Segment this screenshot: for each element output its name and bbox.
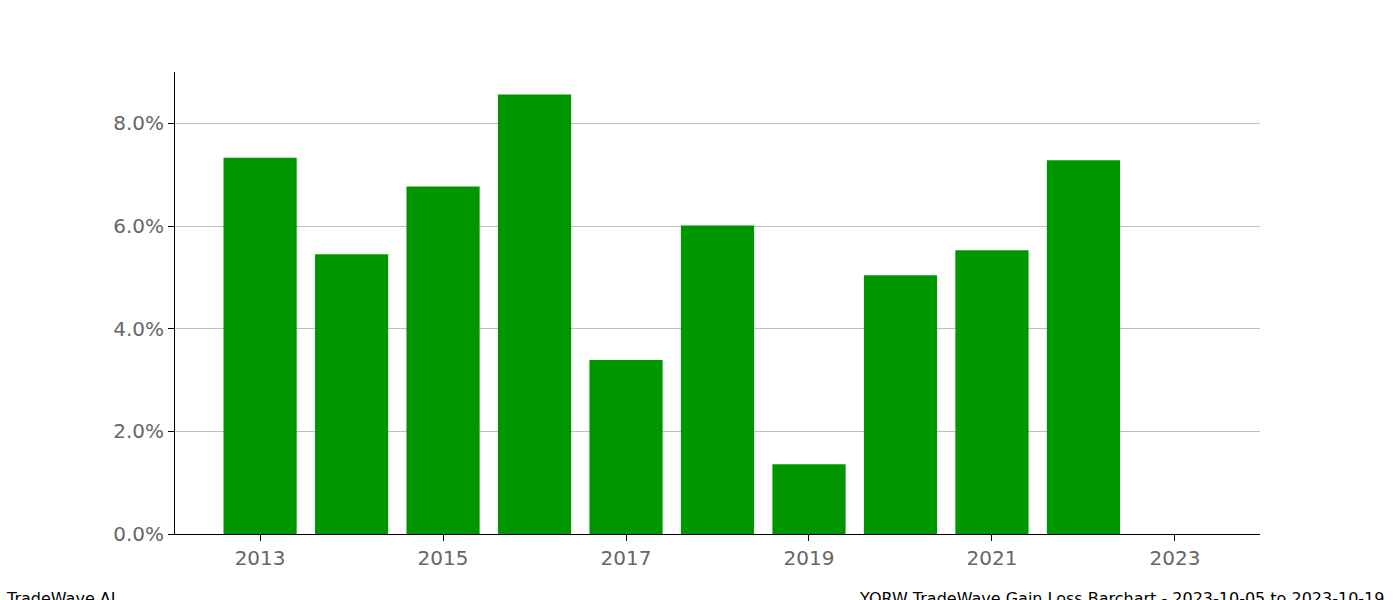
svg-text:8.0%: 8.0%	[113, 111, 164, 135]
svg-text:2019: 2019	[784, 546, 835, 570]
svg-text:2015: 2015	[418, 546, 469, 570]
svg-text:2023: 2023	[1149, 546, 1200, 570]
svg-text:6.0%: 6.0%	[113, 214, 164, 238]
svg-text:2.0%: 2.0%	[113, 419, 164, 443]
svg-text:2017: 2017	[601, 546, 652, 570]
svg-text:TradeWave.AI: TradeWave.AI	[6, 589, 115, 600]
svg-text:YORW TradeWave Gain Loss Barch: YORW TradeWave Gain Loss Barchart - 2023…	[859, 589, 1384, 600]
svg-text:4.0%: 4.0%	[113, 317, 164, 341]
svg-text:2013: 2013	[235, 546, 286, 570]
svg-text:0.0%: 0.0%	[113, 522, 164, 546]
svg-text:2021: 2021	[966, 546, 1017, 570]
